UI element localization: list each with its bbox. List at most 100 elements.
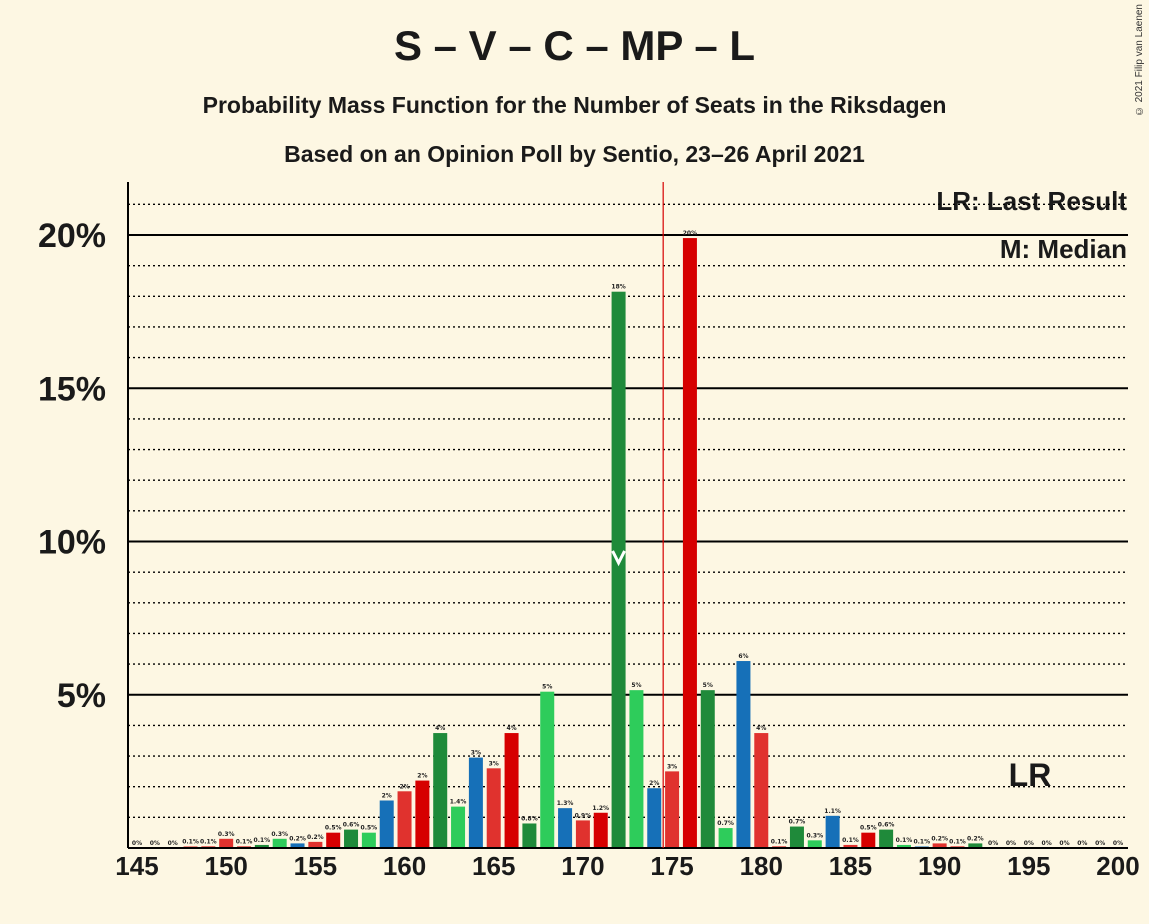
bar-value-labels: 0% 0% 0% 0.1% 0.1%0.3%0.1% 0.1%0.3%0.2% 0.2%0.…	[132, 230, 1123, 847]
x-tick-155: 155	[294, 851, 337, 881]
x-tick-195: 195	[1007, 851, 1050, 881]
bar-label-175: 3%	[667, 763, 677, 770]
bar-label-171: 1.2%	[592, 805, 609, 812]
bar-label-180: 4%	[756, 725, 766, 732]
bar-label-161: 2%	[417, 773, 427, 780]
bar-label-192: 0.2%	[967, 835, 984, 842]
bar-label-200: 0%	[1113, 840, 1123, 847]
bar-176	[682, 238, 697, 848]
last-result-label: LR	[1009, 757, 1052, 793]
bar-184	[825, 815, 840, 848]
bar-label-158: 0.5%	[361, 825, 378, 832]
bar-label-145: 0%	[132, 840, 142, 847]
bar-170	[575, 820, 590, 848]
bar-label-146: 0%	[150, 840, 160, 847]
bar-label-194: 0%	[1006, 840, 1016, 847]
x-tick-150: 150	[204, 851, 247, 881]
bar-159	[379, 800, 394, 848]
bar-label-160: 2%	[399, 783, 409, 790]
bar-label-164: 3%	[471, 750, 481, 757]
legend-median: M: Median	[999, 234, 1127, 264]
bar-168	[540, 691, 555, 848]
bar-165	[486, 768, 501, 848]
bar-label-168: 5%	[542, 684, 552, 691]
bar-152	[254, 844, 269, 848]
bar-label-162: 4%	[435, 725, 445, 732]
bar-label-150: 0.3%	[218, 831, 235, 838]
chart-title: S – V – C – MP – L	[393, 22, 756, 69]
bar-157	[344, 829, 359, 848]
bar-163	[451, 806, 466, 848]
bar-label-182: 0.7%	[789, 819, 806, 826]
bar-178	[718, 828, 733, 848]
median-marker	[611, 550, 626, 567]
bar-label-152: 0.1%	[254, 837, 271, 844]
bar-155	[308, 841, 323, 848]
bar-label-183: 0.3%	[806, 832, 823, 839]
y-tick-10: 10%	[38, 524, 106, 562]
bar-186	[861, 832, 876, 848]
x-tick-145: 145	[115, 851, 158, 881]
bar-label-156: 0.5%	[325, 825, 342, 832]
bar-label-196: 0%	[1042, 840, 1052, 847]
bar-label-195: 0%	[1024, 840, 1034, 847]
bar-label-185: 0.1%	[842, 837, 859, 844]
bar-169	[558, 808, 573, 848]
bar-label-154: 0.2%	[289, 835, 306, 842]
bar-171	[593, 812, 608, 848]
bar-label-155: 0.2%	[307, 834, 324, 841]
bar-label-189: 0.1%	[913, 838, 930, 845]
bar-label-174: 2%	[649, 780, 659, 787]
bar-label-172: 18%	[611, 284, 625, 291]
bar-156	[326, 832, 341, 848]
bar-label-165: 3%	[489, 760, 499, 767]
bar-188	[896, 844, 911, 848]
bar-label-191: 0.1%	[949, 838, 966, 845]
x-tick-175: 175	[650, 851, 693, 881]
bar-180	[754, 733, 769, 848]
bar-label-147: 0%	[168, 840, 178, 847]
bar-label-163: 1.4%	[450, 799, 467, 806]
bar-label-157: 0.6%	[343, 822, 360, 829]
x-tick-190: 190	[918, 851, 961, 881]
x-tick-185: 185	[829, 851, 872, 881]
chart-subtitle-source: Based on an Opinion Poll by Sentio, 23–2…	[284, 141, 865, 167]
bar-label-190: 0.2%	[931, 835, 948, 842]
bar-label-176: 20%	[683, 230, 697, 237]
bar-label-153: 0.3%	[271, 831, 288, 838]
y-tick-15: 15%	[38, 370, 106, 408]
bar-label-177: 5%	[703, 682, 713, 689]
bar-label-187: 0.6%	[878, 822, 895, 829]
bar-154	[290, 843, 305, 848]
bar-161	[415, 780, 430, 848]
bar-label-193: 0%	[988, 840, 998, 847]
bar-182	[789, 826, 804, 848]
bar-label-159: 2%	[382, 792, 392, 799]
bar-label-166: 4%	[506, 725, 516, 732]
x-tick-180: 180	[740, 851, 783, 881]
bar-label-148: 0.1%	[182, 838, 199, 845]
markers: LR	[611, 182, 1052, 848]
bar-label-186: 0.5%	[860, 825, 877, 832]
chart-subtitle: Probability Mass Function for the Number…	[202, 92, 947, 118]
bar-160	[397, 791, 412, 848]
y-tick-labels: 5% 10% 15% 20%	[38, 217, 106, 715]
bar-label-151: 0.1%	[236, 838, 253, 845]
legend-last-result: LR: Last Result	[936, 186, 1127, 216]
bar-192	[968, 843, 983, 848]
bar-label-178: 0.7%	[717, 820, 734, 827]
bar-label-199: 0%	[1095, 840, 1105, 847]
bar-label-197: 0%	[1059, 840, 1069, 847]
bar-150	[219, 838, 234, 848]
bar-label-188: 0.1%	[896, 837, 913, 844]
x-tick-labels: 145 150 155 160 165 170 175 180 185 190 195 200	[115, 851, 1139, 881]
bar-series	[183, 238, 983, 848]
bar-label-169: 1.3%	[557, 800, 574, 807]
bar-label-181: 0.1%	[771, 838, 788, 845]
bar-185	[843, 844, 858, 848]
bar-172	[611, 291, 626, 848]
bar-179	[736, 661, 751, 848]
bar-190	[932, 843, 947, 848]
bar-177	[700, 690, 715, 848]
